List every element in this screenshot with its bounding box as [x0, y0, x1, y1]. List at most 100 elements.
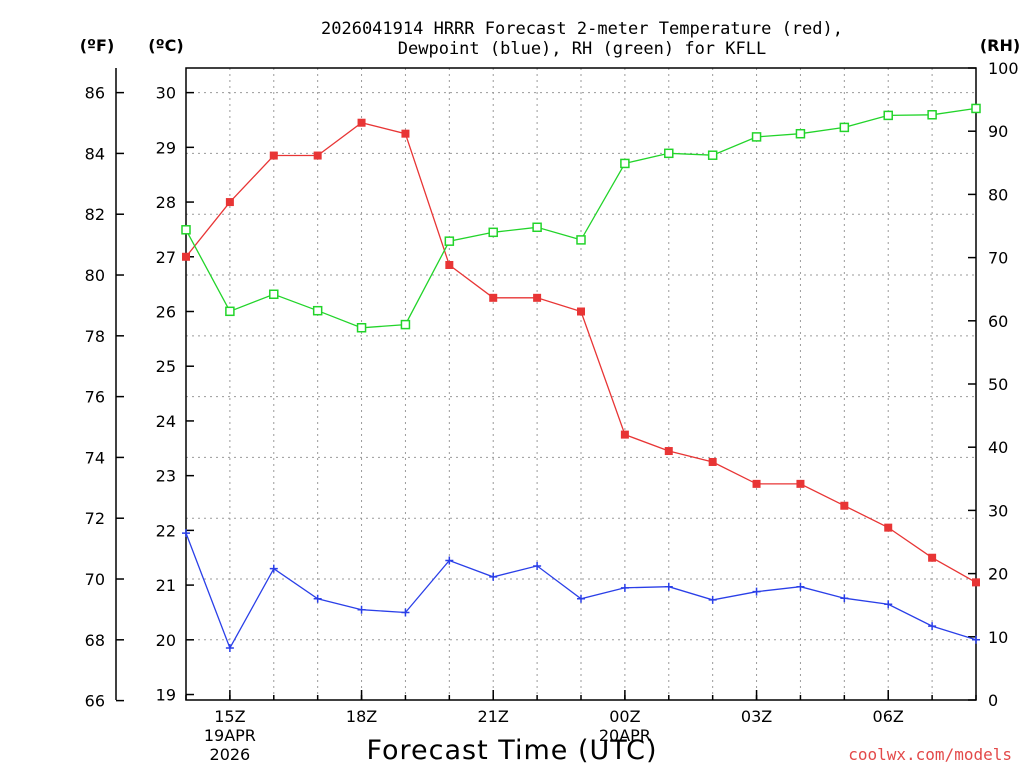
- data-point-marker: [225, 306, 235, 317]
- time-tick-label: 06Z: [873, 707, 904, 726]
- celsius-tick-label: 26: [156, 302, 176, 321]
- data-point-marker: [840, 594, 849, 603]
- data-point-marker: [357, 118, 366, 127]
- fahrenheit-tick-label: 74: [85, 448, 105, 467]
- data-point-marker: [357, 605, 366, 614]
- celsius-tick-label: 23: [156, 467, 176, 486]
- rh-tick-label: 90: [988, 122, 1008, 141]
- data-point-marker: [796, 479, 805, 488]
- time-tick-label: 21Z: [478, 707, 509, 726]
- celsius-tick-label: 27: [156, 248, 176, 267]
- plot-frame: [185, 67, 977, 701]
- rh-tick-label: 30: [988, 501, 1008, 520]
- data-point-marker: [620, 583, 629, 592]
- rh-unit-label: (RH): [980, 36, 1020, 55]
- celsius-tick-label: 19: [156, 686, 176, 705]
- data-point-marker: [445, 260, 454, 269]
- data-point-marker: [182, 252, 190, 261]
- data-point-marker: [577, 594, 585, 603]
- rh-tick-label: 40: [988, 438, 1008, 457]
- data-point-marker: [269, 289, 279, 300]
- data-point-marker: [752, 587, 761, 596]
- celsius-unit-label: (ºC): [148, 36, 183, 55]
- time-tick-label: 18Z: [346, 707, 377, 726]
- rh-tick-label: 0: [988, 691, 998, 710]
- celsius-tick-label: 30: [156, 84, 176, 103]
- fahrenheit-tick-label: 84: [85, 144, 105, 163]
- series-2-meter-temperature: [182, 118, 980, 587]
- data-point-marker: [400, 319, 411, 330]
- data-point-marker: [225, 644, 234, 653]
- data-point-marker: [401, 608, 410, 617]
- celsius-axis-ticks: 19 20 21 22 23 24 25 26 27 28 29 30: [156, 84, 194, 705]
- celsius-tick-label: 20: [156, 631, 176, 650]
- rh-tick-label: 100: [988, 59, 1019, 78]
- rh-axis-ticks: 0 10 20 30 40 50 60 70 80 90 100: [968, 59, 1019, 710]
- data-point-marker: [928, 622, 937, 631]
- data-point-marker: [972, 578, 980, 587]
- data-point-marker: [708, 595, 717, 604]
- rh-tick-label: 10: [988, 628, 1008, 647]
- data-point-marker: [401, 129, 410, 138]
- fahrenheit-tick-label: 80: [85, 266, 105, 285]
- rh-tick-label: 70: [988, 249, 1008, 268]
- time-tick-label: 20APR: [599, 726, 651, 745]
- data-point-marker: [664, 582, 673, 591]
- series-rh: [181, 103, 981, 333]
- celsius-tick-label: 22: [156, 521, 176, 540]
- data-point-marker: [312, 305, 323, 316]
- fahrenheit-tick-label: 76: [85, 388, 105, 407]
- data-point-marker: [707, 150, 718, 160]
- data-point-marker: [884, 523, 893, 532]
- rh-tick-label: 60: [988, 312, 1008, 331]
- rh-tick-label: 50: [988, 375, 1008, 394]
- data-point-marker: [708, 457, 717, 466]
- time-tick-label: 19APR: [204, 726, 256, 745]
- rh-tick-label: 20: [988, 565, 1008, 584]
- data-point-marker: [445, 556, 454, 565]
- data-point-marker: [488, 227, 498, 238]
- data-point-marker: [883, 110, 893, 121]
- data-point-marker: [533, 561, 542, 570]
- data-point-marker: [620, 430, 629, 439]
- data-point-marker: [576, 235, 586, 245]
- data-point-marker: [532, 222, 542, 233]
- fahrenheit-tick-label: 78: [85, 327, 105, 346]
- fahrenheit-tick-label: 66: [85, 692, 105, 711]
- data-point-marker: [489, 572, 498, 581]
- data-point-marker: [751, 132, 762, 142]
- celsius-tick-label: 21: [156, 576, 176, 595]
- fahrenheit-tick-label: 70: [85, 570, 105, 589]
- data-point-marker: [313, 151, 322, 160]
- data-point-marker: [182, 529, 190, 538]
- celsius-tick-label: 25: [156, 357, 176, 376]
- data-point-marker: [313, 594, 322, 603]
- data-point-marker: [664, 148, 674, 159]
- data-point-marker: [489, 293, 498, 302]
- data-point-marker: [269, 151, 278, 160]
- data-point-marker: [928, 553, 937, 562]
- data-point-marker: [884, 600, 893, 609]
- data-point-marker: [444, 236, 455, 246]
- celsius-tick-label: 24: [156, 412, 176, 431]
- time-tick-label: 2026: [210, 745, 251, 764]
- data-point-marker: [269, 564, 278, 573]
- series-dewpoint: [182, 529, 980, 653]
- data-point-marker: [795, 128, 806, 139]
- rh-tick-label: 80: [988, 185, 1008, 204]
- data-point-marker: [752, 479, 761, 488]
- data-point-marker: [664, 447, 673, 456]
- time-tick-label: 00Z: [609, 707, 640, 726]
- fahrenheit-unit-label: (ºF): [80, 36, 115, 55]
- fahrenheit-tick-label: 86: [85, 84, 105, 103]
- data-point-marker: [927, 110, 937, 120]
- fahrenheit-axis-ticks: 66 68 70 72 74 76 78 80 82 84 86: [85, 84, 124, 711]
- chart-title-line1: 2026041914 HRRR Forecast 2-meter Tempera…: [321, 19, 843, 39]
- celsius-tick-label: 29: [156, 138, 176, 157]
- data-point-marker: [225, 198, 234, 207]
- data-point-marker: [971, 103, 981, 114]
- x-axis-title: Forecast Time (UTC): [366, 735, 657, 766]
- chart-title-line2: Dewpoint (blue), RH (green) for KFLL: [398, 39, 766, 59]
